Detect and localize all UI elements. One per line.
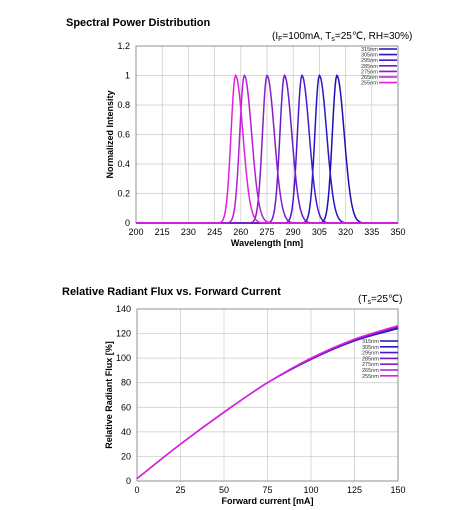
chart2-y-tick-label: 40 [121, 427, 131, 437]
chart2-y-tick-label: 20 [121, 451, 131, 461]
chart2-y-tick-label: 0 [126, 476, 131, 486]
chart2-y-axis-label: Relative Radiant Flux [%] [104, 341, 114, 449]
chart1-y-tick-label: 0.4 [117, 159, 130, 169]
chart1-x-tick-label: 335 [364, 227, 379, 237]
chart2-title: Relative Radiant Flux vs. Forward Curren… [62, 286, 281, 298]
chart2-x-tick-label: 25 [175, 485, 185, 495]
chart2-series-line-255nm [136, 324, 399, 480]
chart2-legend-label: 255nm [362, 374, 379, 380]
chart1-legend-label: 285nm [361, 64, 378, 70]
chart1-y-tick-label: 1 [125, 71, 130, 81]
chart2-y-tick-label: 60 [121, 402, 131, 412]
chart1-x-tick-label: 275 [259, 227, 274, 237]
chart2-legend-label: 315nm [362, 339, 379, 345]
chart1-legend-label: 265nm [361, 75, 378, 81]
chart2-y-tick-label: 80 [121, 378, 131, 388]
chart1-legend-label: 305nm [361, 53, 378, 59]
chart1-x-tick-label: 245 [207, 227, 222, 237]
chart1-legend-label: 275nm [361, 69, 378, 75]
chart1-y-tick-label: 1.2 [117, 41, 130, 51]
chart1-x-tick-label: 320 [338, 227, 353, 237]
chart2-legend-label: 275nm [362, 362, 379, 368]
chart1-x-axis-label: Wavelength [nm] [231, 238, 303, 248]
chart1-x-tick-label: 305 [312, 227, 327, 237]
chart1-x-tick-label: 215 [155, 227, 170, 237]
chart1-x-tick-label: 200 [128, 227, 143, 237]
chart2-x-tick-label: 75 [262, 485, 272, 495]
chart2-x-tick-label: 125 [347, 485, 362, 495]
chart1-title: Spectral Power Distribution [66, 17, 211, 29]
chart1-conditions: (IF=100mA, Ts=25℃, RH=30%) [272, 31, 413, 43]
chart1-y-tick-label: 0.2 [117, 189, 130, 199]
chart2-x-tick-label: 0 [134, 485, 139, 495]
chart2-y-tick-label: 100 [116, 353, 131, 363]
chart1-legend-label: 255nm [361, 81, 378, 87]
chart2-legend-label: 295nm [362, 351, 379, 357]
chart1-x-tick-label: 260 [233, 227, 248, 237]
chart1-legend-label: 315nm [361, 47, 378, 53]
chart2-y-tick-label: 140 [116, 304, 131, 314]
chart2-conditions: (Ts=25℃) [358, 294, 403, 306]
chart1-y-tick-label: 0.6 [117, 130, 130, 140]
chart2-x-tick-label: 100 [303, 485, 318, 495]
chart2-legend-label: 305nm [362, 345, 379, 351]
chart1-y-tick-label: 0 [125, 218, 130, 228]
chart1-x-tick-label: 350 [390, 227, 405, 237]
chart1-legend-label: 295nm [361, 58, 378, 64]
chart2-x-tick-label: 150 [390, 485, 405, 495]
chart2-legend-label: 285nm [362, 356, 379, 362]
chart2-legend-label: 265nm [362, 368, 379, 374]
chart1-y-tick-label: 0.8 [117, 100, 130, 110]
chart2-plot-frame [136, 308, 399, 482]
chart1-x-tick-label: 290 [286, 227, 301, 237]
chart2-x-tick-label: 50 [219, 485, 229, 495]
chart1-y-axis-label: Normalized Intensity [105, 90, 115, 178]
chart1-x-tick-label: 230 [181, 227, 196, 237]
chart2-x-axis-label: Forward current [mA] [221, 496, 313, 506]
chart2-y-tick-label: 120 [116, 329, 131, 339]
chart1-series-line-255nm [136, 73, 398, 224]
